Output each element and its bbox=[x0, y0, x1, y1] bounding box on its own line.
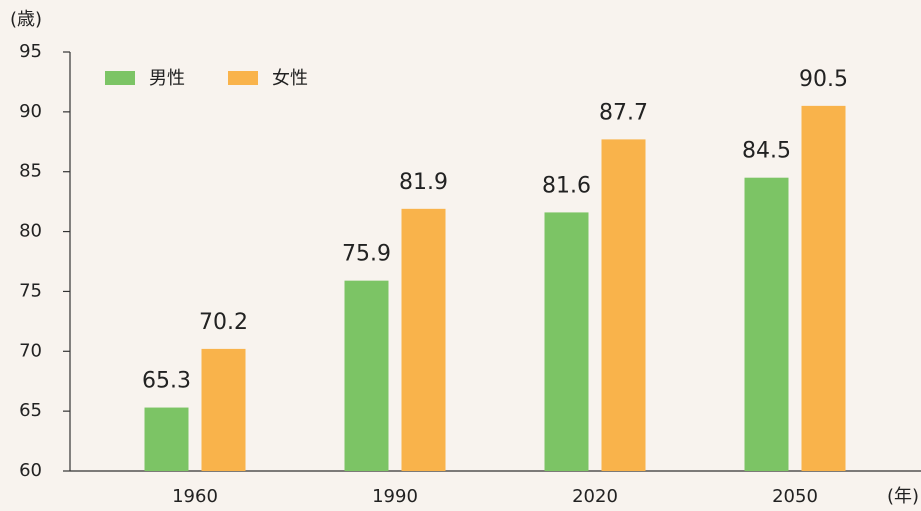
y-tick-label: 95 bbox=[19, 41, 42, 62]
y-axis-label: (歳) bbox=[10, 9, 42, 30]
bar bbox=[344, 280, 389, 471]
bar bbox=[544, 212, 589, 471]
y-tick-label: 60 bbox=[19, 460, 42, 481]
value-label: 75.9 bbox=[342, 242, 391, 267]
y-tick-label: 80 bbox=[19, 221, 42, 242]
bar bbox=[744, 177, 789, 471]
x-tick-label: 1960 bbox=[172, 486, 218, 507]
bar bbox=[144, 407, 189, 471]
value-label: 70.2 bbox=[199, 310, 248, 335]
bar bbox=[201, 348, 246, 471]
y-tick-label: 70 bbox=[19, 340, 42, 361]
y-tick-label: 85 bbox=[19, 161, 42, 182]
x-axis-label: (年) bbox=[887, 486, 919, 507]
y-tick-label: 65 bbox=[19, 400, 42, 421]
bar bbox=[401, 208, 446, 471]
legend-swatch bbox=[228, 71, 258, 85]
x-tick-label: 1990 bbox=[372, 486, 418, 507]
bar bbox=[801, 105, 846, 471]
legend-swatch bbox=[105, 71, 135, 85]
value-label: 90.5 bbox=[799, 67, 848, 92]
value-label: 84.5 bbox=[742, 139, 791, 164]
value-label: 87.7 bbox=[599, 100, 648, 125]
value-label: 81.9 bbox=[399, 170, 448, 195]
x-tick-label: 2020 bbox=[572, 486, 618, 507]
value-label: 81.6 bbox=[542, 173, 591, 198]
legend-label: 男性 bbox=[149, 68, 185, 89]
bar bbox=[601, 139, 646, 472]
legend-label: 女性 bbox=[272, 68, 308, 89]
value-label: 65.3 bbox=[142, 369, 191, 394]
y-tick-label: 75 bbox=[19, 280, 42, 301]
x-tick-label: 2050 bbox=[772, 486, 818, 507]
y-tick-label: 90 bbox=[19, 101, 42, 122]
